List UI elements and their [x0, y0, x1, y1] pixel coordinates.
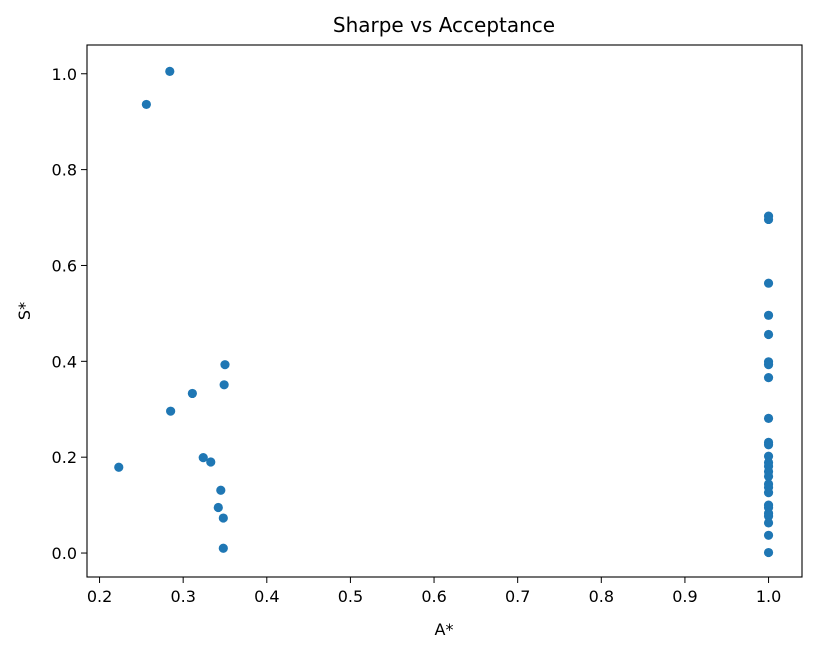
- data-point: [219, 380, 229, 390]
- data-point: [763, 373, 774, 383]
- x-tick-label: 0.5: [338, 587, 363, 606]
- plot-frame: [86, 44, 803, 578]
- data-point: [763, 278, 774, 288]
- data-point: [165, 66, 175, 76]
- y-tick-label: 0.0: [52, 544, 77, 563]
- y-tick-label: 0.8: [52, 161, 77, 180]
- data-point: [216, 485, 226, 495]
- y-tick-label: 1.0: [52, 65, 77, 84]
- data-point: [763, 471, 774, 481]
- data-point: [218, 513, 228, 523]
- data-point: [198, 453, 208, 463]
- data-point: [166, 406, 176, 416]
- plot-area: [86, 44, 803, 578]
- data-point: [187, 388, 197, 399]
- data-point: [141, 99, 151, 110]
- x-axis: 0.2 0.3 0.4 0.5 0.6 0.7 0.8 0.9 1.0: [87, 577, 781, 606]
- data-point: [763, 440, 774, 450]
- data-point: [114, 462, 124, 472]
- data-point: [763, 310, 774, 320]
- data-point: [218, 543, 228, 553]
- data-points: [114, 66, 774, 558]
- y-axis: 0.0 0.2 0.4 0.6 0.8 1.0: [52, 65, 87, 563]
- data-point: [763, 511, 774, 521]
- data-point: [763, 518, 774, 528]
- x-tick-label: 0.4: [254, 587, 279, 606]
- data-point: [763, 413, 774, 423]
- y-axis-label: S*: [15, 302, 34, 320]
- x-tick-label: 0.6: [421, 587, 446, 606]
- data-point: [763, 530, 774, 540]
- data-point: [763, 547, 774, 558]
- y-tick-label: 0.2: [52, 448, 77, 467]
- x-tick-label: 0.7: [505, 587, 530, 606]
- chart-title: Sharpe vs Acceptance: [333, 13, 555, 37]
- x-tick-label: 0.2: [87, 587, 112, 606]
- x-axis-label: A*: [435, 620, 454, 639]
- data-point: [206, 457, 216, 467]
- data-point: [763, 329, 774, 340]
- y-tick-label: 0.4: [52, 352, 77, 371]
- data-point: [763, 360, 774, 370]
- x-tick-label: 0.8: [589, 587, 614, 606]
- x-tick-label: 0.3: [170, 587, 195, 606]
- y-tick-label: 0.6: [52, 256, 77, 275]
- data-point: [763, 214, 774, 225]
- x-tick-label: 1.0: [756, 587, 781, 606]
- x-tick-label: 0.9: [672, 587, 697, 606]
- data-point: [213, 502, 223, 513]
- data-point: [220, 360, 230, 370]
- data-point: [763, 488, 774, 498]
